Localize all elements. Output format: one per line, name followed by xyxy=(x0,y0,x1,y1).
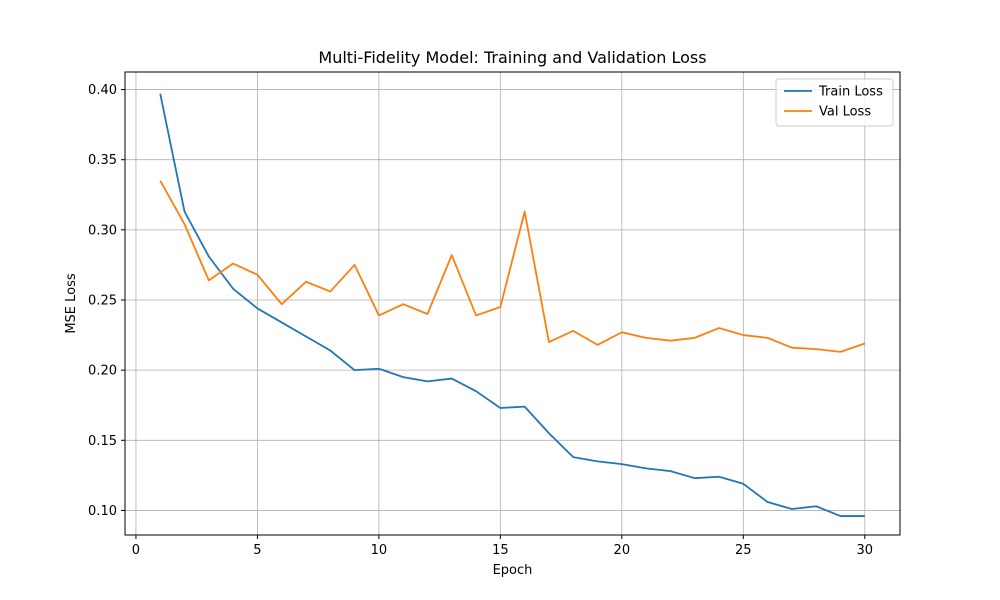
y-tick-label: 0.15 xyxy=(88,434,117,449)
x-tick-label: 10 xyxy=(371,543,388,558)
grid xyxy=(125,72,900,535)
y-tick-label: 0.35 xyxy=(88,153,117,168)
y-tick-label: 0.25 xyxy=(88,293,117,308)
x-tick-label: 5 xyxy=(253,543,261,558)
y-tick-label: 0.10 xyxy=(88,504,117,519)
val-loss-line xyxy=(159,180,866,353)
train-loss-line xyxy=(159,93,865,517)
y-tick-label: 0.30 xyxy=(88,223,117,238)
x-axis-label: Epoch xyxy=(493,563,533,578)
y-tick-label: 0.20 xyxy=(88,364,117,379)
x-tick-label: 30 xyxy=(856,543,873,558)
legend-label-val-loss: Val Loss xyxy=(819,105,871,120)
legend: Train Loss Val Loss xyxy=(775,78,894,127)
x-tick-label: 0 xyxy=(132,543,140,558)
y-axis-label: MSE Loss xyxy=(64,273,79,334)
legend-label-train-loss: Train Loss xyxy=(818,85,883,100)
x-tick-label: 25 xyxy=(735,543,752,558)
ticks: 0 5 10 15 20 25 30 0.10 0.15 0.20 0.25 0.30 0.35 0.40 xyxy=(88,83,873,558)
chart-title: Multi-Fidelity Model: Training and Valid… xyxy=(318,48,706,67)
x-tick-label: 15 xyxy=(492,543,509,558)
y-tick-label: 0.40 xyxy=(88,83,117,98)
series-layer xyxy=(159,93,866,517)
plot-frame xyxy=(124,71,901,536)
x-tick-label: 20 xyxy=(614,543,631,558)
